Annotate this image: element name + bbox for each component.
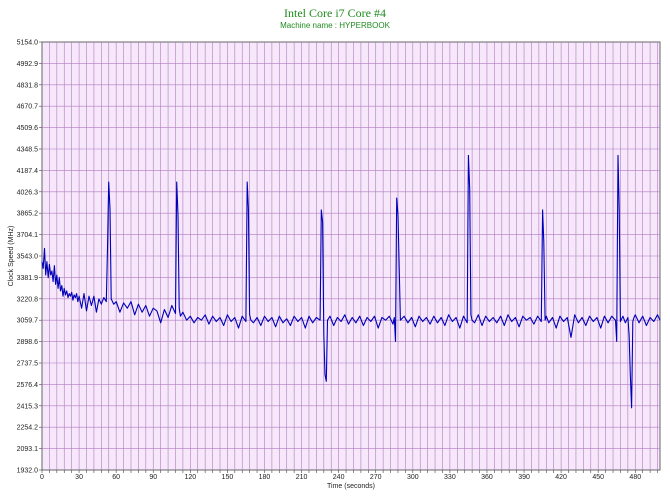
y-tick-label: 4992.9 [17,61,39,68]
x-tick-label: 480 [629,474,641,481]
x-axis-label: Time (seconds) [327,483,375,490]
y-tick-label: 1932.0 [17,468,39,475]
x-tick-label: 210 [296,474,308,481]
y-tick-label: 2576.4 [17,382,39,389]
y-tick-label: 2415.3 [17,403,39,410]
y-tick-label: 5154.0 [17,40,39,47]
x-tick-label: 450 [592,474,604,481]
y-tick-label: 2737.5 [17,361,39,368]
y-tick-label: 4187.4 [17,168,39,175]
y-tick-label: 4831.8 [17,82,39,89]
y-tick-label: 3381.9 [17,275,39,282]
x-tick-label: 300 [407,474,419,481]
chart-subtitle: Machine name : HYPERBOOK [280,21,390,30]
grid-lines [42,42,660,470]
x-tick-label: 90 [149,474,157,481]
chart-title: Intel Core i7 Core #4 [284,6,386,20]
x-tick-label: 30 [75,474,83,481]
y-tick-label: 4026.3 [17,189,39,196]
x-tick-label: 120 [184,474,196,481]
x-tick-label: 60 [112,474,120,481]
x-tick-label: 240 [333,474,345,481]
x-tick-label: 150 [222,474,234,481]
x-tick-label: 180 [259,474,271,481]
x-tick-label: 0 [40,474,44,481]
y-tick-label: 4670.7 [17,104,39,111]
y-tick-label: 2254.2 [17,425,39,432]
x-tick-label: 330 [444,474,456,481]
y-tick-label: 4509.6 [17,125,39,132]
x-tick-label: 390 [518,474,530,481]
y-tick-label: 3865.2 [17,211,39,218]
y-tick-label: 3220.8 [17,296,39,303]
x-tick-label: 360 [481,474,493,481]
x-tick-label: 420 [555,474,567,481]
y-tick-label: 2093.1 [17,446,39,453]
y-tick-label: 4348.5 [17,147,39,154]
x-tick-label: 270 [370,474,382,481]
y-tick-label: 3059.7 [17,318,39,325]
y-tick-label: 2898.6 [17,339,39,346]
axis-ticks: 0 30 60 90 120 150 180 210 240 270 300 330 360 390 420… [17,40,658,481]
y-axis-label: Clock Speed (MHz) [8,226,15,287]
y-tick-label: 3704.1 [17,232,39,239]
y-tick-label: 3543.0 [17,254,39,261]
clock-speed-series-line [41,154,661,409]
